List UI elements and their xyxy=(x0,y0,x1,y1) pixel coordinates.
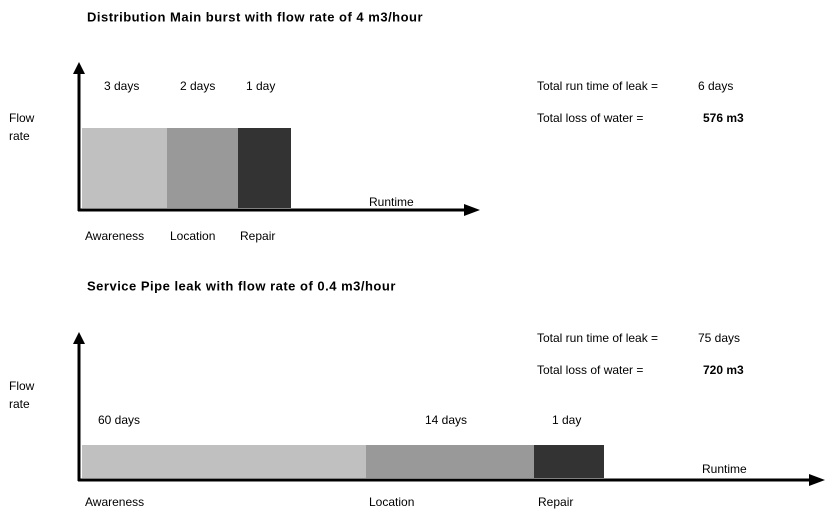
duration-label: 2 days xyxy=(180,79,215,93)
segment-bar xyxy=(82,128,167,208)
duration-label: 14 days xyxy=(425,413,467,427)
panel-title: Service Pipe leak with flow rate of 0.4 … xyxy=(87,278,396,293)
duration-label: 1 day xyxy=(246,79,275,93)
duration-label: 3 days xyxy=(104,79,139,93)
x-axis-label: Runtime xyxy=(702,462,747,476)
x-arrow xyxy=(809,474,825,486)
loss-value: 576 m3 xyxy=(703,111,744,125)
segment-bar xyxy=(238,128,291,208)
duration-label: 1 day xyxy=(552,413,581,427)
phase-label: Repair xyxy=(240,229,275,243)
phase-label: Awareness xyxy=(85,495,144,509)
x-arrow xyxy=(464,204,480,216)
loss-label: Total loss of water = xyxy=(537,363,643,377)
phase-label: Awareness xyxy=(85,229,144,243)
segment-bar xyxy=(167,128,238,208)
loss-value: 720 m3 xyxy=(703,363,744,377)
loss-label: Total loss of water = xyxy=(537,111,643,125)
panel-title: Distribution Main burst with flow rate o… xyxy=(87,9,423,24)
duration-label: 60 days xyxy=(98,413,140,427)
segment-bar xyxy=(366,445,534,478)
phase-label: Repair xyxy=(538,495,573,509)
run-time-label: Total run time of leak = xyxy=(537,331,658,345)
y-axis-label: Flow xyxy=(9,379,35,393)
y-axis-label: Flow xyxy=(9,111,35,125)
run-time-label: Total run time of leak = xyxy=(537,79,658,93)
phase-label: Location xyxy=(170,229,215,243)
y-axis-label: rate xyxy=(9,129,30,143)
run-time-value: 6 days xyxy=(698,79,733,93)
phase-label: Location xyxy=(369,495,414,509)
y-arrow xyxy=(73,62,85,74)
y-axis-label: rate xyxy=(9,397,30,411)
run-time-value: 75 days xyxy=(698,331,740,345)
y-arrow xyxy=(73,332,85,344)
segment-bar xyxy=(534,445,604,478)
x-axis-label: Runtime xyxy=(369,195,414,209)
segment-bar xyxy=(82,445,366,478)
